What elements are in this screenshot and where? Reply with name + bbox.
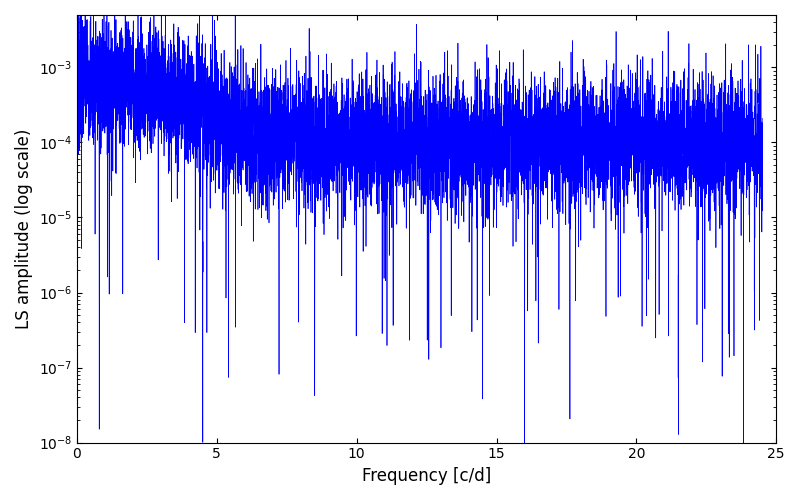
X-axis label: Frequency [c/d]: Frequency [c/d] xyxy=(362,467,491,485)
Y-axis label: LS amplitude (log scale): LS amplitude (log scale) xyxy=(15,128,33,329)
